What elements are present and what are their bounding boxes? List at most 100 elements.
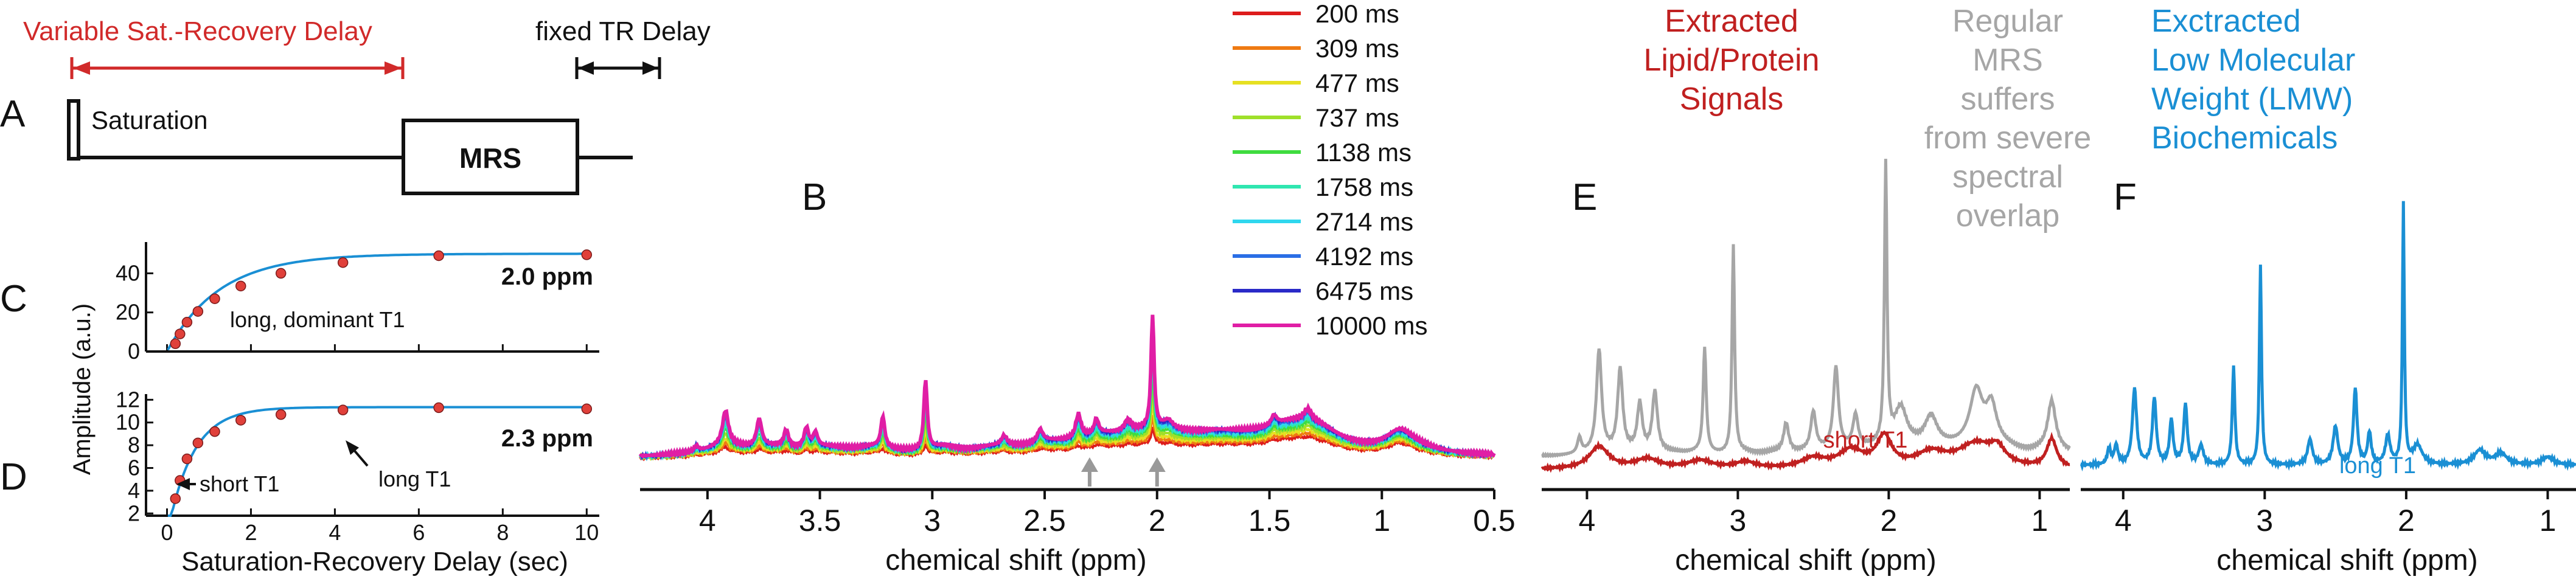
y-tick-label: 40 [116,260,140,285]
panel-c-annotation: long, dominant T1 [230,307,405,332]
x-tick-label: 1 [2031,504,2048,538]
x-tick-label: 2 [1880,504,1897,538]
spectrum-series [638,314,1496,459]
saturation-pulse [67,99,80,161]
panel-f: F Exctracted Low Molecular Weight (LMW) … [2080,4,2576,577]
legend-label: 10000 ms [1315,311,1427,340]
x-tick-label: 4 [2115,504,2132,538]
data-point [581,249,593,260]
data-point [209,293,220,304]
x-tick-label: 2 [245,520,257,545]
y-tick-label: 6 [128,455,140,480]
x-tick-label: 1 [2539,504,2557,538]
panel-f-xlabel: chemical shift (ppm) [2216,544,2477,577]
panel-e: E Extracted Lipid/Protein Signals Regula… [1540,4,2091,577]
data-point [181,317,193,328]
data-point [192,437,204,449]
amplitude-axis-label: Amplitude (a.u.) [69,303,96,475]
variable-delay-label: Variable Sat.-Recovery Delay [23,16,372,46]
panel-f-annotation: long T1 [2339,453,2416,479]
legend-label: 737 ms [1315,103,1399,132]
fit-curve [167,252,588,351]
extracted-title-line-2: Lipid/Protein [1643,43,1819,78]
x-tick-label: 2 [1149,504,1166,538]
extracted-title-line-1: Extracted [1665,4,1798,39]
panels-cd: C D Amplitude (a.u.) Saturation-Recovery… [0,242,599,577]
x-tick-label: 1.5 [1248,504,1291,538]
x-tick-label: 0 [161,520,173,545]
short-t1-arrow [176,478,196,490]
short-t1-label: short T1 [200,471,279,496]
data-point [275,268,287,279]
saturation-label: Saturation [91,106,207,134]
fixed-delay-arrow [575,57,661,79]
legend-label: 4192 ms [1315,242,1413,271]
panel-b-letter: B [802,176,827,218]
panel-b-xlabel: chemical shift (ppm) [885,544,1146,577]
legend-label: 2714 ms [1315,207,1413,236]
x-tick-label: 2 [2398,504,2415,538]
x-tick-label: 10 [574,520,599,545]
x-tick-label: 3.5 [799,504,841,538]
y-tick-label: 0 [128,339,140,364]
x-tick-label: 0.5 [1473,504,1516,538]
data-point [235,280,246,292]
panel-a-letter: A [0,93,26,135]
extracted-lipid-series [1540,430,2070,473]
long-t1-arrow [346,440,369,467]
data-point [209,426,220,437]
legend-label: 1138 ms [1315,138,1412,167]
x-tick-label: 3 [924,504,941,538]
legend-label: 1758 ms [1315,173,1413,201]
data-point [181,453,193,465]
data-point [275,409,287,420]
data-point [433,402,444,414]
lmw-series [2080,201,2576,472]
panel-d-letter: D [0,456,27,498]
mrs-label: MRS [459,142,521,174]
fixed-delay-label: fixed TR Delay [535,16,711,46]
legend-label: 309 ms [1315,34,1399,63]
recovery-delay-axis-label: Saturation-Recovery Delay (sec) [181,547,568,577]
x-tick-label: 3 [1729,504,1746,538]
regular-title-line-1: Regular [1952,4,2063,39]
lmw-title-line-2: Low Molecular [2151,43,2355,78]
panel-e-xlabel: chemical shift (ppm) [1675,544,1936,577]
x-tick-label: 1 [1373,504,1390,538]
panel-e-letter: E [1572,176,1597,218]
x-tick-label: 4 [1578,504,1595,538]
legend: 200 ms 309 ms 477 ms 737 ms 1138 ms 1758 ms 27… [1233,0,1427,340]
legend-label: 200 ms [1315,0,1399,28]
data-point [337,404,349,415]
data-point [175,328,186,339]
regular-title-line-2: MRS [1972,43,2043,78]
y-tick-label: 4 [128,478,140,503]
lmw-title-line-1: Exctracted [2151,4,2301,39]
y-tick-label: 2 [128,501,140,525]
x-tick-label: 4 [329,520,341,545]
extracted-title-line-3: Signals [1680,81,1784,117]
panel-b: B 4 3.5 3 2.5 2 1.5 1 0.5 200 ms 309 ms 477 ms 737… [638,0,1516,577]
peak-arrow-head [1148,457,1166,472]
x-tick-label: 3 [2256,504,2273,538]
x-tick-label: 4 [699,504,716,538]
data-point [192,306,204,317]
plot-c: 0 20 40 [116,242,599,364]
data-point [581,403,593,415]
x-tick-label: 2.5 [1023,504,1066,538]
regular-title-line-5: spectral [1952,159,2063,195]
regular-mrs-series [1541,159,2071,459]
panel-d-ppm-label: 2.3 ppm [501,425,593,452]
data-point [170,493,181,504]
fit-curve [167,406,588,517]
plot-b: 4 3.5 3 2.5 2 1.5 1 0.5 [638,314,1516,538]
y-tick-label: 10 [116,410,140,435]
regular-title-line-3: suffers [1960,81,2055,117]
pulse-sequence-diagram [67,99,633,195]
legend-label: 477 ms [1315,69,1399,97]
panel-a: A Variable Sat.-Recovery Delay fixed TR … [0,16,711,195]
plot-e: 4 3 2 1 [1540,159,2071,538]
x-tick-label: 6 [413,520,425,545]
